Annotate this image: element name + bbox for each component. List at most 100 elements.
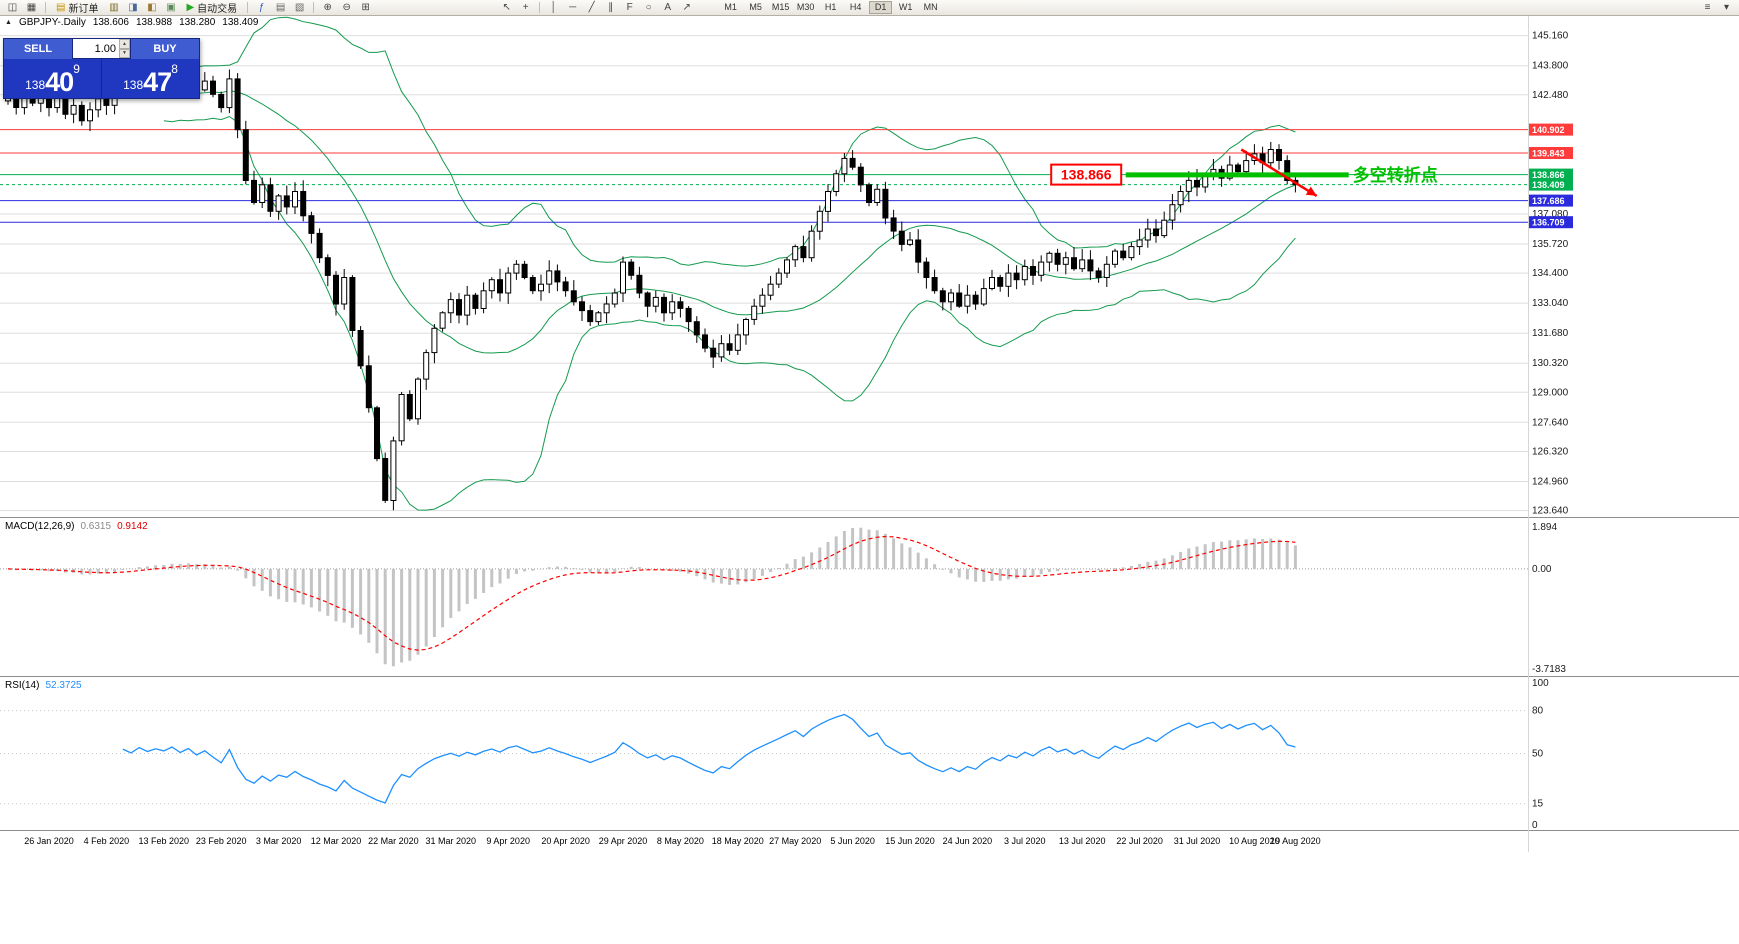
toolbar-separator — [313, 2, 315, 13]
svg-text:127.640: 127.640 — [1532, 417, 1569, 428]
toolbar-separator — [247, 2, 249, 13]
chart-profiles-icon[interactable]: ▦ — [26, 2, 37, 13]
svg-text:133.040: 133.040 — [1532, 298, 1569, 309]
timeframe-h4[interactable]: H4 — [849, 2, 862, 12]
main-chart-pane[interactable]: 145.160 143.800 142.480 137.080 135.720 134.4… — [0, 16, 1739, 517]
fibonacci-icon[interactable]: F — [626, 2, 633, 13]
date-label: 22 Mar 2020 — [368, 836, 419, 846]
volume-field[interactable]: 1.00 ▲ ▼ — [73, 39, 130, 59]
templates-icon[interactable]: ▧ — [294, 2, 305, 13]
svg-text:137.686: 137.686 — [1532, 196, 1565, 206]
new-chart-icon[interactable]: ◫ — [7, 2, 18, 13]
svg-text:138.866: 138.866 — [1061, 167, 1112, 183]
trendline-icon[interactable]: ╱ — [588, 2, 595, 13]
horizontal-line-icon[interactable]: ─ — [569, 2, 577, 13]
macd-pane[interactable]: 1.894 0.00 -3.7183 MACD(12,26,9) 0.6315 0.… — [0, 517, 1739, 676]
chart-list-icon[interactable]: ≡ — [1704, 2, 1711, 13]
toolbar-separator — [45, 2, 46, 13]
svg-text:143.800: 143.800 — [1532, 61, 1569, 72]
navigator-icon[interactable]: ◧ — [147, 2, 157, 13]
text-icon[interactable]: A — [664, 2, 671, 13]
svg-text:134.400: 134.400 — [1532, 268, 1569, 279]
auto-trading-button[interactable]: ▶ 自动交易 — [181, 1, 242, 15]
auto-trading-button-icon: ▶ — [186, 2, 195, 13]
date-label: 27 May 2020 — [769, 836, 822, 846]
market-watch-icon[interactable]: ▥ — [109, 2, 119, 13]
toolbar-more-icon[interactable]: ▾ — [1723, 2, 1730, 13]
terminal-icon[interactable]: ▣ — [166, 2, 176, 13]
new-order-button-icon: ▤ — [56, 2, 66, 13]
periods-icon[interactable]: ▤ — [275, 2, 286, 13]
timeframe-w1[interactable]: W1 — [898, 2, 913, 12]
ohlc-high: 138.988 — [135, 17, 173, 28]
toolbar-separator — [539, 2, 541, 13]
svg-text:80: 80 — [1532, 706, 1544, 717]
date-label: 23 Feb 2020 — [195, 836, 247, 846]
macd-name: MACD(12,26,9) — [5, 521, 75, 532]
buy-price-sup: 8 — [171, 62, 178, 76]
svg-text:136.709: 136.709 — [1532, 218, 1565, 228]
volume-up-icon[interactable]: ▲ — [119, 39, 130, 49]
macd-label: MACD(12,26,9) 0.6315 0.9142 — [5, 521, 148, 532]
svg-text:140.902: 140.902 — [1532, 125, 1565, 135]
auto-trading-button-label: 自动交易 — [197, 4, 238, 15]
indicators-icon[interactable]: ƒ — [258, 2, 265, 13]
date-label: 24 Jun 2020 — [942, 836, 993, 846]
svg-text:-3.7183: -3.7183 — [1532, 664, 1566, 675]
one-click-toggle-icon[interactable]: ▲ — [5, 19, 12, 26]
rsi-pane[interactable]: 100 80 50 15 0 RSI(14) 52.3725 — [0, 676, 1739, 830]
svg-text:138.409: 138.409 — [1532, 180, 1565, 190]
volume-stepper[interactable]: ▲ ▼ — [119, 39, 130, 58]
date-label: 5 Jun 2020 — [830, 836, 875, 846]
vertical-line-icon[interactable]: │ — [550, 2, 557, 13]
date-label: 3 Mar 2020 — [255, 836, 302, 846]
timeframe-m1[interactable]: M1 — [724, 2, 737, 12]
date-label: 13 Jul 2020 — [1058, 836, 1106, 846]
data-window-icon[interactable]: ◨ — [128, 2, 138, 13]
svg-text:0.00: 0.00 — [1532, 564, 1552, 575]
svg-text:138.866: 138.866 — [1532, 170, 1565, 180]
svg-text:50: 50 — [1532, 749, 1544, 760]
svg-text:135.720: 135.720 — [1532, 239, 1569, 250]
svg-text:142.480: 142.480 — [1532, 90, 1569, 101]
macd-main-value: 0.6315 — [80, 521, 112, 532]
timeframe-d1[interactable]: D1 — [869, 1, 893, 14]
volume-value[interactable]: 1.00 — [94, 42, 116, 55]
timeframe-h1[interactable]: H1 — [824, 2, 837, 12]
price-axis-separator — [1528, 16, 1529, 852]
svg-text:130.320: 130.320 — [1532, 358, 1569, 369]
timeframe-m15[interactable]: M15 — [771, 2, 790, 12]
candlestick-chart[interactable]: 145.160 143.800 142.480 137.080 135.720 134.4… — [0, 16, 1739, 517]
timeframe-mn[interactable]: MN — [923, 2, 938, 12]
svg-text:131.680: 131.680 — [1532, 328, 1569, 339]
svg-text:126.320: 126.320 — [1532, 447, 1569, 458]
buy-price[interactable]: 138 47 8 — [102, 59, 199, 98]
crosshair-icon[interactable]: + — [522, 2, 529, 13]
one-click-trading-panel: SELL 1.00 ▲ ▼ BUY 138 40 9 138 47 8 — [3, 38, 200, 99]
buy-button[interactable]: BUY — [130, 39, 199, 59]
time-axis[interactable]: 26 Jan 2020 4 Feb 2020 13 Feb 2020 23 Feb 2… — [0, 830, 1739, 852]
svg-text:129.000: 129.000 — [1532, 387, 1569, 398]
top-toolbar: ◫ ▦ ▤ 新订单 ▥ ◨ ◧ ▣ ▶ 自动交易 ƒ ▤ ▧ ⊕ ⊖ ⊞ ↖ + │ ─ ╱ ∥ F ○ A ↗ M1 M5 M15 M3… — [0, 0, 1739, 16]
sell-price[interactable]: 138 40 9 — [4, 59, 102, 98]
date-label: 20 Apr 2020 — [541, 836, 590, 846]
macd-chart: 1.894 0.00 -3.7183 — [0, 518, 1739, 676]
timeframe-m5[interactable]: M5 — [749, 2, 762, 12]
date-label: 4 Feb 2020 — [83, 836, 130, 846]
rsi-chart: 100 80 50 15 0 — [0, 677, 1739, 830]
sell-button[interactable]: SELL — [4, 39, 73, 59]
new-order-button[interactable]: ▤ 新订单 — [51, 1, 103, 15]
new-order-button-label: 新订单 — [68, 4, 99, 15]
date-label: 9 Apr 2020 — [486, 836, 530, 846]
zoom-out-icon[interactable]: ⊖ — [342, 2, 351, 13]
zoom-in-icon[interactable]: ⊕ — [323, 2, 332, 13]
volume-down-icon[interactable]: ▼ — [119, 48, 130, 58]
shapes-icon[interactable]: ○ — [645, 2, 652, 13]
arrows-icon[interactable]: ↗ — [682, 2, 691, 13]
cursor-icon[interactable]: ↖ — [502, 2, 511, 13]
tile-windows-icon[interactable]: ⊞ — [361, 2, 370, 13]
svg-text:15: 15 — [1532, 799, 1544, 810]
channel-icon[interactable]: ∥ — [608, 2, 614, 13]
date-label: 31 Mar 2020 — [425, 836, 477, 846]
timeframe-m30[interactable]: M30 — [796, 2, 815, 12]
